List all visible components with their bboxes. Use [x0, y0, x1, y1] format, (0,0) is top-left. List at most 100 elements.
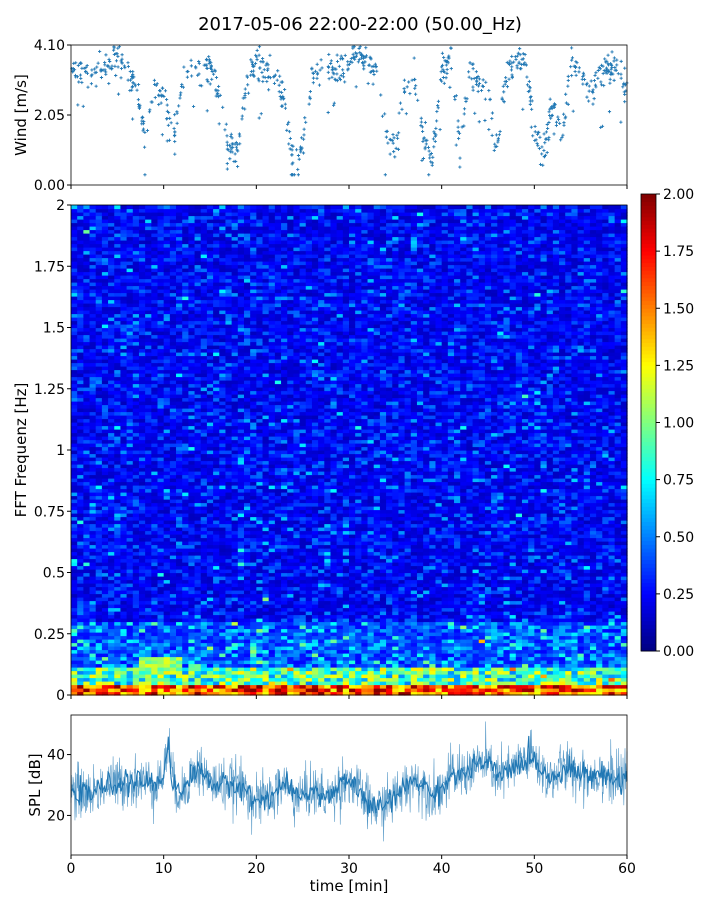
heatmap-cell — [287, 639, 294, 644]
wind-point — [562, 121, 566, 125]
heatmap-cell — [231, 670, 239, 675]
heatmap-cell — [503, 544, 511, 549]
heatmap-cell — [83, 597, 91, 602]
heatmap-cell — [293, 691, 301, 696]
heatmap-cell — [355, 572, 362, 577]
heatmap-cell — [169, 569, 177, 574]
heatmap-cell — [330, 660, 338, 665]
heatmap-cell — [163, 558, 171, 563]
heatmap-cell — [379, 576, 387, 581]
heatmap-cell — [256, 646, 264, 651]
heatmap-cell — [528, 607, 535, 612]
heatmap-cell — [318, 586, 325, 591]
wind-point — [114, 52, 118, 56]
wind-point — [255, 58, 259, 62]
heatmap-cell — [330, 677, 338, 682]
heatmap-cell — [509, 656, 517, 661]
heatmap-cell — [608, 688, 616, 693]
heatmap-cell — [349, 677, 356, 682]
wind-point — [82, 66, 86, 70]
wind-point — [119, 59, 123, 63]
heatmap-cell — [534, 586, 542, 591]
wind-point — [287, 120, 291, 124]
heatmap-cell — [157, 558, 165, 563]
wind-point — [536, 144, 540, 148]
heatmap-cell — [373, 604, 381, 609]
heatmap-cell — [219, 534, 227, 539]
heatmap-cell — [256, 597, 264, 602]
heatmap-cell — [528, 569, 535, 574]
heatmap-cell — [250, 667, 257, 672]
heatmap-cell — [552, 667, 560, 672]
heatmap-cell — [596, 611, 603, 616]
heatmap-cell — [398, 583, 406, 588]
heatmap-cell — [318, 537, 325, 542]
heatmap-cell — [132, 677, 140, 682]
heatmap-cell — [460, 551, 467, 556]
heatmap-cell — [101, 639, 109, 644]
wind-point — [619, 76, 623, 80]
heatmap-cell — [546, 677, 554, 682]
heatmap-cell — [367, 639, 375, 644]
heatmap-cell — [491, 677, 498, 682]
heatmap-cell — [571, 558, 579, 563]
heatmap-cell — [386, 572, 393, 577]
heatmap-cell — [497, 604, 505, 609]
wind-point — [354, 54, 359, 58]
heatmap-cell — [243, 639, 251, 644]
wind-point — [216, 91, 220, 96]
heatmap-cell — [410, 681, 418, 686]
heatmap-cell — [132, 534, 140, 539]
wind-point — [145, 128, 150, 133]
heatmap-cell — [447, 541, 455, 546]
heatmap-cell — [429, 635, 437, 640]
heatmap-cell — [169, 576, 177, 581]
heatmap-cell — [262, 642, 270, 647]
heatmap-cell — [95, 656, 103, 661]
heatmap-cell — [546, 618, 554, 623]
wind-point — [507, 62, 511, 66]
heatmap-cell — [484, 642, 492, 647]
heatmap-cell — [392, 628, 400, 633]
heatmap-cell — [398, 667, 406, 672]
heatmap-cell — [169, 628, 177, 633]
wind-point — [442, 55, 446, 60]
heatmap-cell — [95, 639, 103, 644]
wind-point — [442, 81, 446, 85]
heatmap-cell — [509, 572, 517, 577]
heatmap-cell — [311, 628, 319, 633]
heatmap-cell — [194, 604, 202, 609]
heatmap-cell — [521, 551, 529, 556]
heatmap-cell — [299, 681, 307, 686]
heatmap-cell — [188, 628, 196, 633]
heatmap-cell — [293, 656, 301, 661]
heatmap-cell — [484, 660, 492, 665]
heatmap-cell — [608, 551, 616, 556]
heatmap-cell — [466, 670, 474, 675]
heatmap-cell — [410, 656, 418, 661]
wind-point — [249, 69, 254, 74]
heatmap-cell — [596, 544, 603, 549]
heatmap-cell — [509, 677, 517, 682]
heatmap-cell — [614, 632, 622, 637]
heatmap-cell — [589, 681, 597, 686]
heatmap-cell — [256, 639, 264, 644]
heatmap-cell — [503, 618, 511, 623]
heatmap-cell — [256, 600, 264, 605]
heatmap-cell — [571, 628, 579, 633]
heatmap-cell — [188, 621, 196, 626]
heatmap-cell — [163, 618, 171, 623]
heatmap-cell — [318, 579, 325, 584]
heatmap-cell — [460, 537, 467, 542]
heatmap-cell — [281, 667, 288, 672]
heatmap-cell — [528, 653, 535, 658]
heatmap-cell — [151, 576, 159, 581]
heatmap-cell — [367, 660, 375, 665]
heatmap-cell — [435, 656, 443, 661]
heatmap-cell — [287, 691, 294, 696]
heatmap-cell — [571, 639, 579, 644]
heatmap-cell — [138, 646, 146, 651]
heatmap-cell — [491, 586, 498, 591]
heatmap-cell — [386, 646, 393, 651]
heatmap-cell — [213, 604, 220, 609]
